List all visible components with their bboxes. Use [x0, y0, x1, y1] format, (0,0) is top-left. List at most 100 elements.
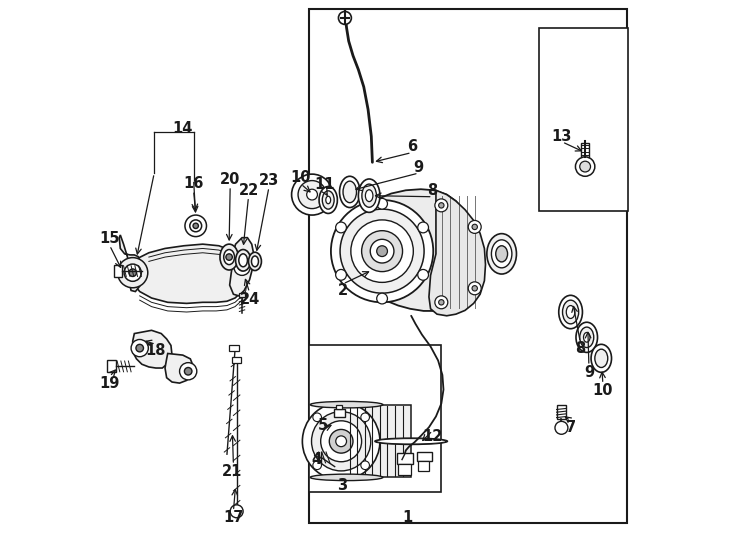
Circle shape	[321, 421, 362, 462]
Circle shape	[330, 429, 353, 453]
Circle shape	[124, 264, 142, 281]
Circle shape	[377, 246, 388, 256]
Ellipse shape	[220, 244, 239, 270]
Circle shape	[234, 259, 250, 275]
Circle shape	[302, 402, 380, 480]
Ellipse shape	[576, 322, 597, 353]
Ellipse shape	[362, 184, 377, 207]
Ellipse shape	[326, 196, 330, 204]
Polygon shape	[230, 238, 254, 296]
Text: 15: 15	[99, 231, 120, 246]
Text: 21: 21	[222, 464, 242, 479]
Circle shape	[338, 11, 352, 24]
Ellipse shape	[562, 300, 578, 324]
Ellipse shape	[310, 401, 383, 408]
Circle shape	[370, 239, 394, 263]
Ellipse shape	[236, 249, 250, 271]
Circle shape	[340, 209, 424, 293]
Text: 1: 1	[402, 510, 413, 525]
Bar	[581, 144, 589, 157]
Text: 8: 8	[428, 183, 438, 198]
Ellipse shape	[224, 249, 234, 265]
Circle shape	[439, 202, 444, 208]
Ellipse shape	[375, 438, 448, 444]
Circle shape	[117, 258, 148, 288]
Ellipse shape	[310, 474, 383, 481]
Circle shape	[468, 282, 482, 295]
Text: 17: 17	[223, 510, 244, 525]
Bar	[334, 409, 346, 416]
Text: 10: 10	[291, 170, 311, 185]
Circle shape	[313, 461, 321, 470]
Circle shape	[468, 220, 482, 233]
Text: 11: 11	[315, 178, 335, 192]
Circle shape	[335, 269, 346, 280]
Circle shape	[331, 200, 433, 302]
Bar	[233, 357, 241, 363]
Ellipse shape	[366, 190, 373, 201]
Text: 9: 9	[584, 365, 594, 380]
Text: 2: 2	[338, 283, 348, 298]
Circle shape	[193, 223, 198, 228]
Text: 8: 8	[575, 341, 586, 356]
Text: 6: 6	[407, 139, 417, 153]
Circle shape	[435, 296, 448, 309]
Ellipse shape	[591, 345, 611, 373]
Polygon shape	[429, 190, 485, 316]
Bar	[396, 453, 413, 464]
Circle shape	[239, 264, 245, 271]
Text: 20: 20	[220, 172, 240, 187]
Text: 14: 14	[172, 122, 193, 137]
Text: 23: 23	[259, 173, 279, 188]
Ellipse shape	[376, 438, 446, 444]
Circle shape	[435, 199, 448, 212]
Circle shape	[184, 368, 192, 375]
Circle shape	[439, 300, 444, 305]
Bar	[239, 293, 245, 297]
Text: 22: 22	[239, 183, 258, 198]
Ellipse shape	[249, 252, 261, 271]
Polygon shape	[133, 330, 172, 368]
Circle shape	[335, 436, 346, 447]
Bar	[114, 265, 123, 277]
Ellipse shape	[559, 295, 583, 329]
Ellipse shape	[343, 181, 357, 202]
Ellipse shape	[584, 333, 590, 342]
Bar	[539, 28, 628, 211]
Circle shape	[418, 222, 429, 233]
Circle shape	[307, 189, 317, 200]
Ellipse shape	[319, 186, 338, 213]
Circle shape	[185, 215, 206, 237]
Bar	[417, 451, 432, 461]
Polygon shape	[129, 244, 247, 303]
Circle shape	[361, 461, 369, 470]
Text: 5: 5	[318, 417, 328, 433]
Polygon shape	[165, 354, 194, 383]
Circle shape	[377, 198, 388, 209]
Circle shape	[129, 269, 137, 276]
Ellipse shape	[595, 349, 608, 368]
Text: 7: 7	[565, 420, 575, 435]
Ellipse shape	[580, 327, 594, 348]
Circle shape	[313, 413, 321, 422]
Circle shape	[351, 220, 413, 282]
Ellipse shape	[322, 191, 334, 209]
Bar	[335, 404, 342, 409]
Text: 16: 16	[184, 177, 204, 191]
Ellipse shape	[487, 234, 517, 274]
Ellipse shape	[495, 246, 508, 262]
Bar	[556, 405, 567, 418]
Text: 4: 4	[312, 452, 322, 467]
Text: 24: 24	[239, 292, 260, 307]
Text: 13: 13	[552, 129, 573, 144]
Circle shape	[555, 421, 568, 434]
Circle shape	[335, 222, 346, 233]
Bar	[346, 404, 411, 477]
Ellipse shape	[239, 254, 247, 267]
Circle shape	[575, 157, 595, 176]
Ellipse shape	[340, 176, 360, 207]
Circle shape	[190, 220, 202, 232]
Bar	[309, 9, 627, 523]
Ellipse shape	[358, 179, 380, 212]
Text: 9: 9	[414, 160, 424, 175]
